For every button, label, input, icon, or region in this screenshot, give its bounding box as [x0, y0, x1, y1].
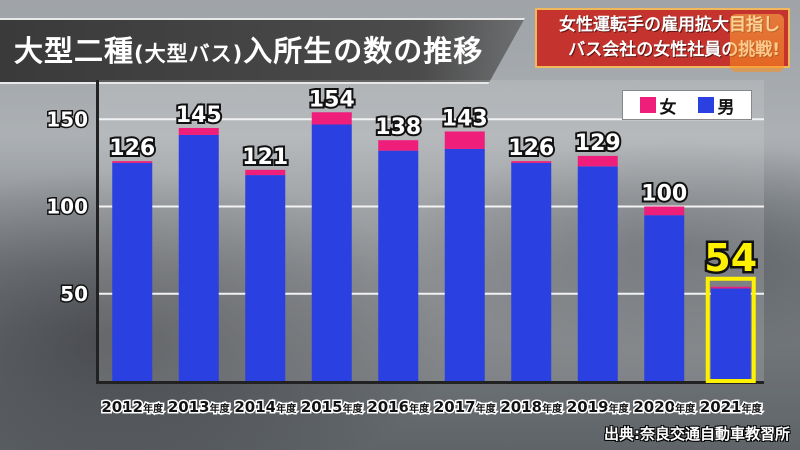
title-paren: (大型バス)	[134, 42, 244, 66]
headline-line2: バス会社の女性社員の挑戦!	[568, 40, 780, 60]
highlight-frame-2021	[705, 276, 756, 383]
bar-male-2013	[178, 134, 219, 381]
x-tick-label-2016: 2016年度	[367, 398, 430, 416]
value-label-2021: 54	[704, 236, 757, 280]
legend-label-male: 男	[717, 97, 735, 118]
bar-female-2017	[444, 131, 485, 149]
legend-swatch-female	[639, 97, 656, 113]
bar-female-2019	[577, 155, 618, 167]
bar-female-2020	[644, 206, 685, 216]
bar-male-2014	[245, 175, 286, 381]
chart-title: 大型二種(大型バス)入所生の数の推移	[14, 28, 483, 70]
bar-male-2019	[577, 166, 618, 381]
x-tick-label-2021: 2021年度	[700, 398, 763, 416]
bar-female-2012	[112, 161, 153, 163]
bar-female-2013	[178, 127, 219, 135]
bar-male-2017	[444, 148, 485, 381]
y-tick-label-150: 150	[46, 107, 88, 131]
value-label-2017: 143	[442, 106, 488, 131]
x-tick-label-2014: 2014年度	[234, 398, 297, 416]
bar-female-2018	[511, 161, 552, 163]
bar-male-2021	[710, 288, 751, 381]
bar-male-2020	[644, 215, 685, 381]
bar-male-2016	[378, 150, 419, 381]
bar-male-2015	[311, 124, 352, 382]
bar-female-2015	[311, 112, 352, 125]
bar-male-2012	[112, 162, 153, 381]
value-label-2013: 145	[176, 103, 222, 128]
value-label-2020: 100	[641, 182, 687, 207]
value-label-2018: 126	[508, 136, 554, 161]
y-tick-label-100: 100	[46, 195, 88, 219]
title-main-prefix: 大型二種	[14, 34, 135, 68]
x-tick-label-2017: 2017年度	[434, 398, 497, 416]
x-tick-label-2018: 2018年度	[500, 398, 563, 416]
x-tick-label-2012: 2012年度	[101, 398, 164, 416]
bar-female-2021	[710, 286, 751, 289]
legend-label-female: 女	[659, 97, 677, 118]
legend-item-female: 女	[639, 93, 677, 118]
channel-logo-icon	[730, 14, 784, 72]
legend-item-male: 男	[697, 93, 735, 118]
chart-legend: 女 男	[622, 90, 752, 120]
y-tick-label-50: 50	[60, 282, 88, 306]
bar-female-2016	[378, 140, 419, 151]
x-tick-label-2015: 2015年度	[301, 398, 364, 416]
x-tick-label-2013: 2013年度	[168, 398, 231, 416]
value-label-2019: 129	[575, 131, 621, 156]
title-bar	[0, 18, 525, 84]
legend-swatch-male	[697, 97, 714, 113]
value-label-2012: 126	[109, 136, 155, 161]
x-tick-label-2019: 2019年度	[567, 398, 630, 416]
value-label-2016: 138	[375, 115, 421, 140]
bar-female-2014	[245, 169, 286, 176]
value-label-2015: 154	[309, 87, 355, 112]
source-credit: 出典:奈良交通自動車教習所	[604, 425, 790, 443]
title-main-suffix: 入所生の数の推移	[243, 34, 484, 68]
x-tick-label-2020: 2020年度	[633, 398, 696, 416]
news-headline: 女性運転手の雇用拡大目指し バス会社の女性社員の挑戦!	[535, 8, 790, 72]
value-label-2014: 121	[242, 145, 288, 170]
headline-line1: 女性運転手の雇用拡大目指し	[559, 15, 780, 35]
bar-male-2018	[511, 162, 552, 381]
